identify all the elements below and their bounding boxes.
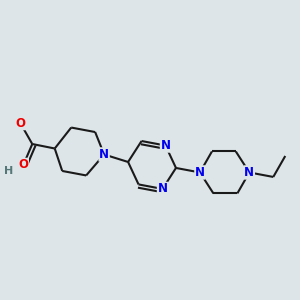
Text: N: N	[195, 166, 205, 179]
Text: N: N	[158, 182, 167, 195]
Text: O: O	[15, 117, 25, 130]
Text: N: N	[244, 166, 254, 179]
Text: N: N	[99, 148, 109, 161]
Text: N: N	[160, 139, 170, 152]
Text: H: H	[4, 166, 13, 176]
Text: O: O	[18, 158, 28, 172]
